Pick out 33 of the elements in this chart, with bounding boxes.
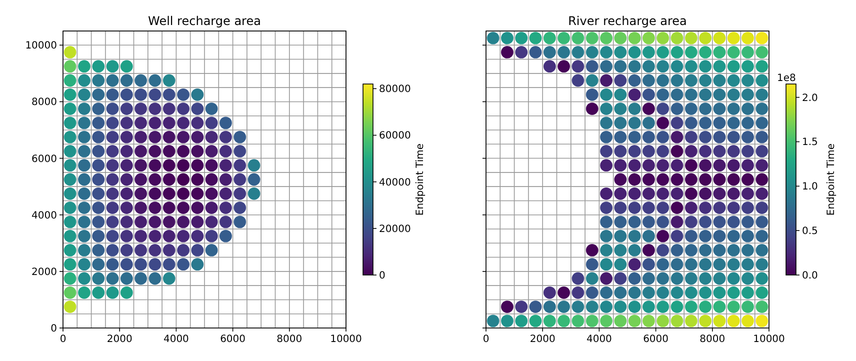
x-tick-label: 2000 — [530, 334, 556, 345]
color-bar-title: Endpoint Time — [826, 143, 837, 216]
color-bar-label: 1.0 — [802, 182, 818, 193]
x-tick-label: 6000 — [220, 334, 246, 345]
y-tick-label: 8000 — [32, 97, 57, 108]
x-tick-label: 2000 — [106, 334, 132, 345]
color-bar-label: 20000 — [379, 224, 411, 235]
x-tick-label: 4000 — [586, 334, 612, 345]
x-tick-label: 8000 — [700, 334, 726, 345]
color-bar-label: 80000 — [379, 84, 411, 96]
x-tick-label: 10000 — [330, 334, 362, 345]
x-tick-label: 0 — [60, 334, 66, 345]
color-bar-label: 1.5 — [802, 137, 818, 148]
x-tick-label: 10000 — [753, 334, 785, 345]
text: 1e8 — [777, 73, 796, 84]
chart-title: River recharge area — [568, 14, 687, 28]
chart-title: Well recharge area — [148, 14, 261, 28]
color-bar-label: 60000 — [379, 130, 411, 142]
color-bar-title: Endpoint Time — [415, 143, 426, 216]
x-tick-label: 4000 — [163, 334, 189, 345]
x-tick-label: 0 — [482, 334, 490, 345]
color-bar-label: 2.0 — [802, 92, 818, 104]
color-bar-label: 0.0 — [802, 270, 818, 282]
y-tick-label: 0 — [50, 324, 57, 334]
x-tick-label: 8000 — [276, 334, 302, 345]
y-tick-label: 4000 — [32, 210, 57, 222]
color-bar-label: 40000 — [379, 177, 411, 188]
color-bar-label: 0 — [379, 270, 386, 282]
y-tick-label: 2000 — [32, 266, 57, 278]
color-bar-label: 0.5 — [802, 226, 818, 238]
y-tick-label: 10000 — [25, 40, 57, 52]
x-tick-label: 6000 — [643, 334, 669, 345]
y-tick-label: 6000 — [32, 154, 57, 165]
